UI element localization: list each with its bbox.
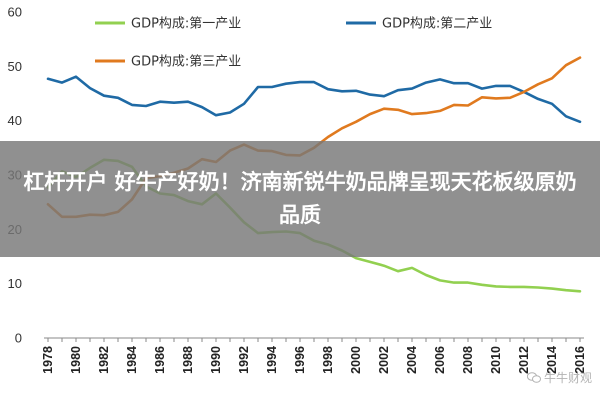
x-tick-label: 1988 [181, 346, 195, 374]
x-tick-label: 2008 [461, 346, 475, 374]
x-tick-label: 1996 [293, 346, 307, 374]
x-axis-ticks [47, 338, 581, 342]
x-tick-label: 1978 [41, 346, 55, 374]
x-tick-label: 1984 [125, 346, 139, 374]
y-tick-label: 0 [15, 331, 22, 346]
series-line-secondary-industry [46, 75, 582, 124]
legend: GDP构成:第一产业 GDP构成:第二产业 GDP构成:第三产业 [95, 17, 492, 70]
legend-label: GDP构成:第二产业 [382, 17, 492, 32]
x-tick-label: 2016 [573, 346, 587, 374]
headline-title: 杠杆开户 好牛产好奶！济南新锐牛奶品牌呈现天花板级原奶品质 [23, 170, 577, 227]
x-tick-label: 2000 [349, 346, 363, 374]
legend-item-primary-industry: GDP构成:第一产业 [95, 17, 241, 32]
y-tick-label: 60 [8, 5, 22, 20]
wechat-icon [526, 372, 541, 383]
x-tick-label: 1980 [69, 346, 83, 374]
headline-banner: 杠杆开户 好牛产好奶！济南新锐牛奶品牌呈现天花板级原奶品质 [0, 141, 600, 257]
x-tick-label: 2002 [377, 346, 391, 374]
y-tick-label: 50 [8, 59, 22, 74]
watermark: 牛牛财观 [526, 369, 592, 386]
x-tick-label: 1990 [209, 346, 223, 374]
x-tick-label: 2010 [489, 346, 503, 374]
x-tick-label: 1992 [237, 346, 251, 374]
legend-item-tertiary-industry: GDP构成:第三产业 [95, 55, 241, 70]
y-tick-label: 10 [8, 276, 22, 291]
x-tick-label: 1994 [265, 346, 279, 374]
x-axis-tick-labels: 1978 1980 1982 1984 1986 1988 1990 1992 1994 1996… [41, 346, 587, 374]
x-tick-label: 1982 [97, 346, 111, 374]
y-tick-label: 40 [8, 113, 22, 128]
legend-label: GDP构成:第三产业 [131, 55, 241, 70]
x-tick-label: 2004 [405, 346, 419, 374]
watermark-text: 牛牛财观 [543, 371, 592, 385]
x-tick-label: 2012 [517, 346, 531, 374]
x-tick-label: 1986 [153, 346, 167, 374]
legend-label: GDP构成:第一产业 [131, 17, 241, 32]
legend-item-secondary-industry: GDP构成:第二产业 [346, 17, 492, 32]
x-tick-label: 1998 [321, 346, 335, 374]
x-tick-label: 2014 [545, 346, 559, 374]
x-tick-label: 2006 [433, 346, 447, 374]
